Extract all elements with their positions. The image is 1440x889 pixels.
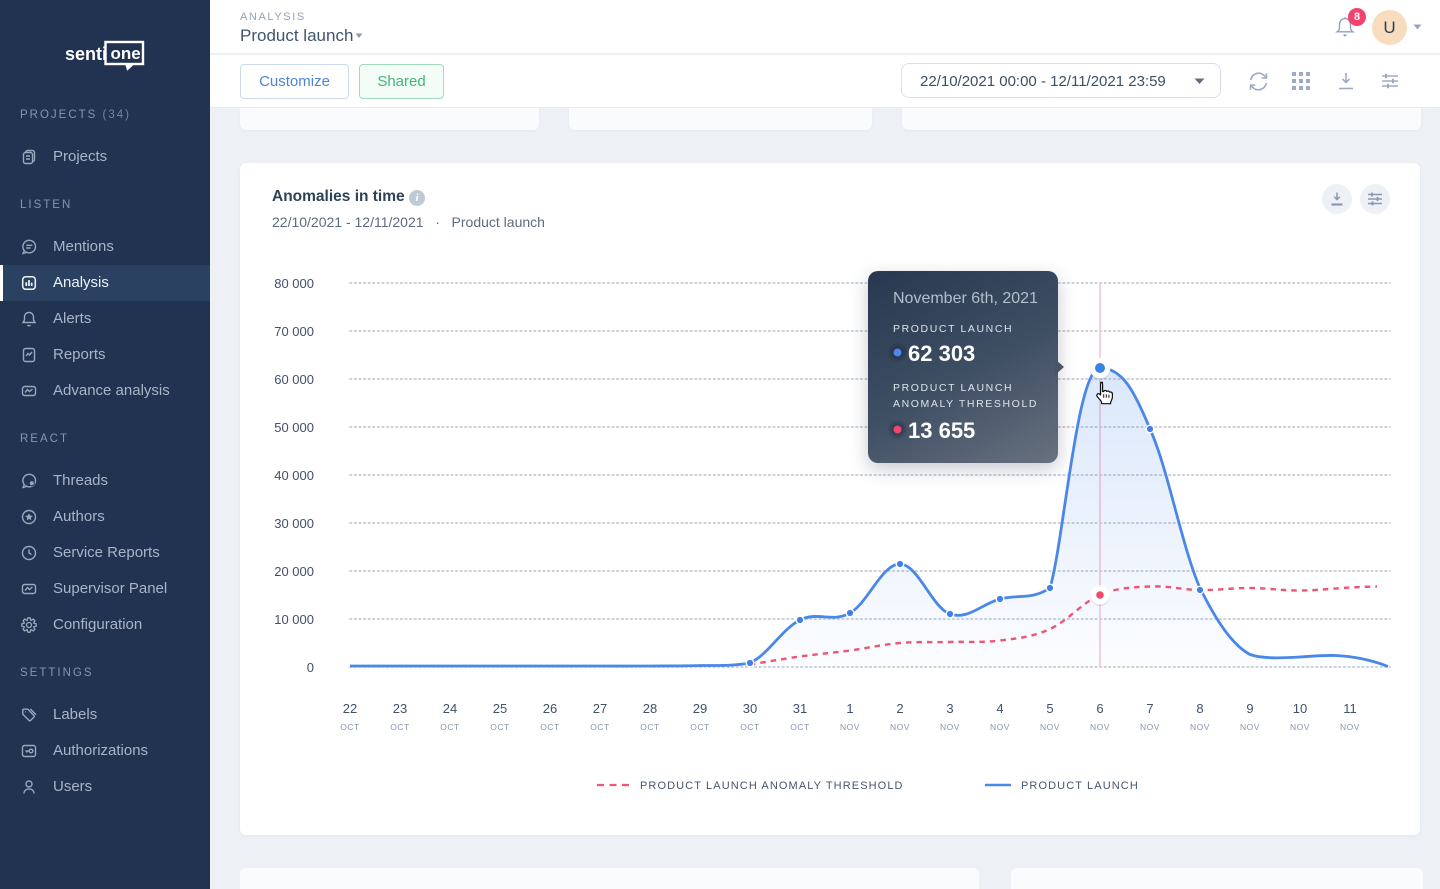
svg-text:30: 30 (743, 701, 757, 716)
svg-text:10 000: 10 000 (274, 612, 314, 627)
svg-text:one: one (111, 44, 141, 63)
svg-text:70 000: 70 000 (274, 324, 314, 339)
svg-text:NOV: NOV (990, 722, 1010, 732)
svg-text:25: 25 (493, 701, 507, 716)
svg-text:NOV: NOV (1190, 722, 1210, 732)
svg-text:NOV: NOV (840, 722, 860, 732)
svg-text:NOV: NOV (890, 722, 910, 732)
svg-text:PRODUCT LAUNCH: PRODUCT LAUNCH (1021, 780, 1139, 792)
svg-text:22: 22 (343, 701, 357, 716)
svg-text:NOV: NOV (1140, 722, 1160, 732)
svg-text:30 000: 30 000 (274, 516, 314, 531)
svg-text:0: 0 (307, 660, 314, 675)
svg-text:OCT: OCT (540, 722, 559, 732)
svg-text:OCT: OCT (390, 722, 409, 732)
svg-text:8: 8 (1196, 701, 1203, 716)
svg-text:50 000: 50 000 (274, 420, 314, 435)
svg-text:3: 3 (946, 701, 953, 716)
svg-text:OCT: OCT (340, 722, 359, 732)
svg-text:80 000: 80 000 (274, 276, 314, 291)
svg-text:OCT: OCT (790, 722, 809, 732)
svg-text:40 000: 40 000 (274, 468, 314, 483)
svg-text:11: 11 (1343, 701, 1357, 716)
svg-text:27: 27 (593, 701, 607, 716)
svg-text:24: 24 (443, 701, 457, 716)
svg-text:NOV: NOV (1240, 722, 1260, 732)
svg-text:29: 29 (693, 701, 707, 716)
svg-text:9: 9 (1246, 701, 1253, 716)
svg-text:5: 5 (1046, 701, 1053, 716)
svg-text:31: 31 (793, 701, 807, 716)
svg-text:10: 10 (1293, 701, 1307, 716)
svg-text:4: 4 (996, 701, 1003, 716)
svg-text:NOV: NOV (1290, 722, 1310, 732)
svg-text:PRODUCT LAUNCH ANOMALY THRESHO: PRODUCT LAUNCH ANOMALY THRESHOLD (640, 780, 904, 792)
svg-text:1: 1 (846, 701, 853, 716)
svg-text:6: 6 (1096, 701, 1103, 716)
svg-text:NOV: NOV (940, 722, 960, 732)
svg-text:OCT: OCT (690, 722, 709, 732)
svg-text:senti: senti (65, 44, 107, 64)
svg-text:7: 7 (1146, 701, 1153, 716)
svg-text:20 000: 20 000 (274, 564, 314, 579)
svg-text:OCT: OCT (590, 722, 609, 732)
svg-text:OCT: OCT (440, 722, 459, 732)
svg-text:60 000: 60 000 (274, 372, 314, 387)
svg-text:26: 26 (543, 701, 557, 716)
svg-text:2: 2 (896, 701, 903, 716)
svg-text:OCT: OCT (490, 722, 509, 732)
svg-text:28: 28 (643, 701, 657, 716)
svg-text:OCT: OCT (640, 722, 659, 732)
svg-text:23: 23 (393, 701, 407, 716)
svg-text:NOV: NOV (1040, 722, 1060, 732)
svg-text:NOV: NOV (1340, 722, 1360, 732)
svg-text:OCT: OCT (740, 722, 759, 732)
svg-text:NOV: NOV (1090, 722, 1110, 732)
